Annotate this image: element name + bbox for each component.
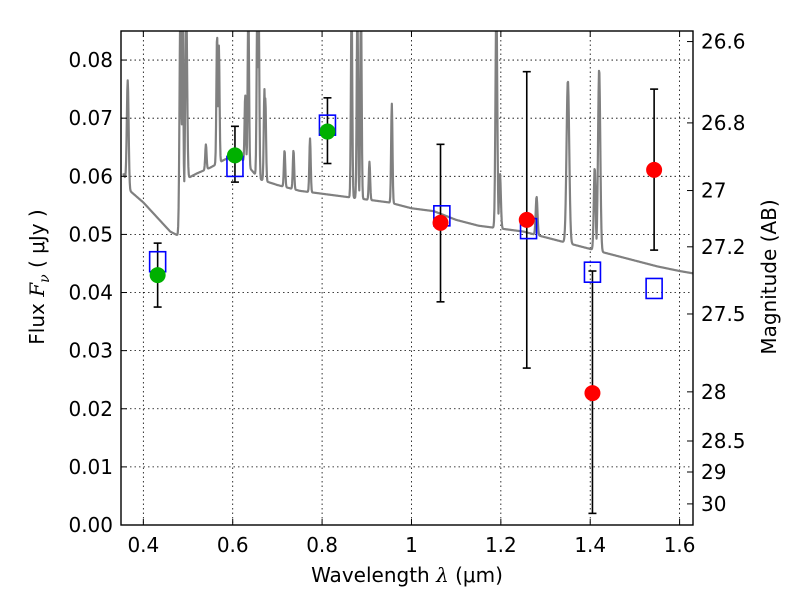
green-point [149,267,166,284]
y2-tick-label: 30 [701,492,726,516]
blue-square-marker [583,261,602,283]
x-tick-label: 1 [405,533,418,557]
x-tick-label: 0.4 [127,533,159,557]
spectrum-layer [122,31,693,275]
y-tick-label: 0.08 [68,48,113,72]
y-tick-label: 0.01 [68,455,113,479]
red-point [584,385,601,402]
y2-tick-label: 27.2 [701,235,746,259]
y-tick-label: 0.05 [68,222,113,246]
x-tick-label: 1.4 [574,533,606,557]
x-axis-label: Wavelength λ (μm) [311,563,503,587]
y2-tick-label: 28 [701,380,726,404]
plot-frame [120,30,694,526]
green-point [226,147,243,164]
y-tick-label: 0.00 [68,513,113,537]
ticks: 0.4 0.6 0.8 1 1.2 1.4 1.6 0.00 0.01 0.02 0.03 0.04 0… [68,30,745,557]
spectrum-line [122,31,693,275]
x-tick-label: 0.6 [217,533,249,557]
y2-tick-label: 27.5 [701,302,746,326]
red-point [432,214,449,231]
y-tick-label: 0.03 [68,339,113,363]
red-point [646,161,663,178]
y-tick-label: 0.07 [68,106,113,130]
y-axis-label: Flux Fν ( μJy ) [25,209,53,344]
red-point [518,211,535,228]
y-tick-label: 0.02 [68,397,113,421]
x-tick-label: 1.2 [485,533,517,557]
marker-layer [148,114,663,402]
blue-square-marker [645,277,663,300]
y2-tick-label: 27 [701,179,726,203]
green-point [319,123,336,140]
grid [121,31,693,526]
y2-tick-label: 29 [701,460,726,484]
y2-tick-label: 28.5 [701,429,746,453]
x-tick-label: 1.6 [664,533,696,557]
y2-tick-label: 26.6 [701,30,746,54]
y2-axis-label: Magnitude (AB) [757,199,781,354]
y-tick-label: 0.04 [68,281,113,305]
x-tick-label: 0.8 [306,533,338,557]
y2-tick-label: 26.8 [701,111,746,135]
y-tick-label: 0.06 [68,164,113,188]
